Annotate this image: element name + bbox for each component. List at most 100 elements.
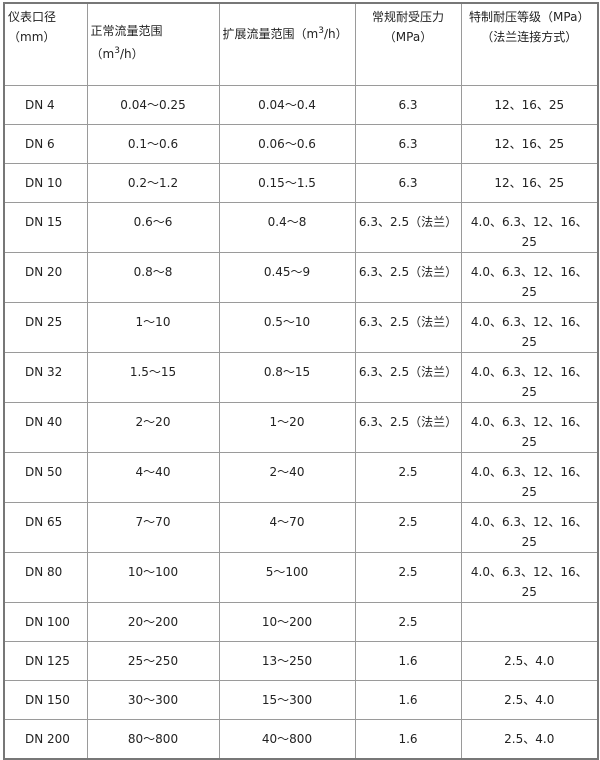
cell-expanded-flow: 0.8～15 [218,352,356,403]
cell-diameter: DN 10 [3,163,88,203]
cell-expanded-flow: 0.06～0.6 [218,124,356,164]
cell-expanded-flow: 0.5～10 [218,302,356,353]
cell-special-pressure: 4.0、6.3、12、16、25 [460,552,599,603]
cell-normal-flow: 80～800 [86,719,220,759]
cell-special-pressure: 4.0、6.3、12、16、25 [460,452,599,503]
cell-special-pressure: 4.0、6.3、12、16、25 [460,302,599,353]
cell-diameter: DN 25 [3,302,88,353]
cell-normal-pressure: 6.3、2.5（法兰） [354,202,462,253]
header-normal-flow-text: 正常流量范围（m [90,24,163,61]
cell-normal-flow: 7～70 [86,502,220,553]
cell-normal-pressure: 6.3、2.5（法兰） [354,302,462,353]
cell-normal-flow: 0.6～6 [86,202,220,253]
cell-expanded-flow: 0.04～0.4 [218,85,356,125]
cell-expanded-flow: 0.4～8 [218,202,356,253]
cell-normal-flow: 10～100 [86,552,220,603]
cell-expanded-flow: 5～100 [218,552,356,603]
table-row: DN 200 80～800 40～800 1.6 2.5、4.0 [3,719,599,759]
table-row: DN 4 0.04～0.25 0.04～0.4 6.3 12、16、25 [3,85,599,125]
table-row: DN 125 25～250 13～250 1.6 2.5、4.0 [3,641,599,681]
cell-expanded-flow: 1～20 [218,402,356,453]
cell-normal-pressure: 2.5 [354,452,462,503]
header-normal-flow: 正常流量范围（m3/h） [86,2,220,86]
cell-special-pressure: 4.0、6.3、12、16、25 [460,502,599,553]
cell-special-pressure: 4.0、6.3、12、16、25 [460,352,599,403]
cell-normal-flow: 0.2～1.2 [86,163,220,203]
header-unit-suffix: /h） [119,47,144,61]
cell-normal-flow: 1～10 [86,302,220,353]
cell-normal-pressure: 6.3、2.5（法兰） [354,252,462,303]
cell-diameter: DN 80 [3,552,88,603]
cell-special-pressure: 12、16、25 [460,124,599,164]
cell-normal-flow: 2～20 [86,402,220,453]
cell-expanded-flow: 0.45～9 [218,252,356,303]
table-row: DN 25 1～10 0.5～10 6.3、2.5（法兰） 4.0、6.3、12、16、… [3,302,599,353]
cell-normal-flow: 25～250 [86,641,220,681]
cell-diameter: DN 65 [3,502,88,553]
cell-normal-flow: 0.8～8 [86,252,220,303]
cell-diameter: DN 6 [3,124,88,164]
cell-diameter: DN 200 [3,719,88,759]
cell-diameter: DN 20 [3,252,88,303]
cell-special-pressure: 4.0、6.3、12、16、25 [460,252,599,303]
cell-diameter: DN 150 [3,680,88,720]
cell-normal-pressure: 2.5 [354,502,462,553]
cell-normal-flow: 20～200 [86,602,220,642]
cell-expanded-flow: 15～300 [218,680,356,720]
cell-normal-pressure: 6.3 [354,124,462,164]
cell-special-pressure: 2.5、4.0 [460,719,599,759]
cell-diameter: DN 40 [3,402,88,453]
table-row: DN 32 1.5～15 0.8～15 6.3、2.5（法兰） 4.0、6.3、12、1… [3,352,599,403]
cell-normal-pressure: 2.5 [354,602,462,642]
cell-normal-flow: 0.04～0.25 [86,85,220,125]
cell-normal-pressure: 6.3、2.5（法兰） [354,402,462,453]
header-normal-pressure: 常规耐受压力（MPa） [354,2,462,86]
table-row: DN 80 10～100 5～100 2.5 4.0、6.3、12、16、25 [3,552,599,603]
table-row: DN 10 0.2～1.2 0.15～1.5 6.3 12、16、25 [3,163,599,203]
cell-special-pressure: 12、16、25 [460,85,599,125]
cell-special-pressure: 4.0、6.3、12、16、25 [460,402,599,453]
table-row: DN 40 2～20 1～20 6.3、2.5（法兰） 4.0、6.3、12、16、25 [3,402,599,453]
cell-normal-pressure: 1.6 [354,680,462,720]
cell-normal-pressure: 1.6 [354,641,462,681]
cell-normal-flow: 1.5～15 [86,352,220,403]
cell-expanded-flow: 4～70 [218,502,356,553]
superscript: 3 [318,26,324,36]
cell-diameter: DN 4 [3,85,88,125]
cell-expanded-flow: 10～200 [218,602,356,642]
cell-normal-pressure: 6.3 [354,163,462,203]
cell-normal-flow: 0.1～0.6 [86,124,220,164]
cell-diameter: DN 15 [3,202,88,253]
header-expanded-flow-text: 扩展流量范围（m [222,27,319,41]
cell-special-pressure [460,602,599,642]
cell-special-pressure: 2.5、4.0 [460,641,599,681]
header-special-pressure: 特制耐压等级（MPa）（法兰连接方式） [460,2,599,86]
cell-expanded-flow: 40～800 [218,719,356,759]
cell-normal-pressure: 6.3、2.5（法兰） [354,352,462,403]
table-row: DN 100 20～200 10～200 2.5 [3,602,599,642]
cell-normal-pressure: 1.6 [354,719,462,759]
cell-expanded-flow: 2～40 [218,452,356,503]
cell-special-pressure: 4.0、6.3、12、16、25 [460,202,599,253]
cell-normal-pressure: 6.3 [354,85,462,125]
table-row: DN 20 0.8～8 0.45～9 6.3、2.5（法兰） 4.0、6.3、12、16… [3,252,599,303]
cell-diameter: DN 125 [3,641,88,681]
header-unit-suffix: /h） [323,27,348,41]
cell-normal-flow: 30～300 [86,680,220,720]
table-row: DN 15 0.6～6 0.4～8 6.3、2.5（法兰） 4.0、6.3、12、16、… [3,202,599,253]
table-row: DN 6 0.1～0.6 0.06～0.6 6.3 12、16、25 [3,124,599,164]
header-diameter: 仪表口径（mm） [3,2,88,86]
table-row: DN 65 7～70 4～70 2.5 4.0、6.3、12、16、25 [3,502,599,553]
cell-diameter: DN 32 [3,352,88,403]
header-row: 仪表口径（mm） 正常流量范围（m3/h） 扩展流量范围（m3/h） 常规耐受压… [3,2,599,86]
cell-expanded-flow: 0.15～1.5 [218,163,356,203]
cell-normal-pressure: 2.5 [354,552,462,603]
cell-special-pressure: 2.5、4.0 [460,680,599,720]
cell-diameter: DN 100 [3,602,88,642]
flowmeter-spec-table: 仪表口径（mm） 正常流量范围（m3/h） 扩展流量范围（m3/h） 常规耐受压… [3,2,599,760]
cell-special-pressure: 12、16、25 [460,163,599,203]
header-expanded-flow: 扩展流量范围（m3/h） [218,2,356,86]
table-row: DN 50 4～40 2～40 2.5 4.0、6.3、12、16、25 [3,452,599,503]
cell-expanded-flow: 13～250 [218,641,356,681]
superscript: 3 [114,46,120,56]
